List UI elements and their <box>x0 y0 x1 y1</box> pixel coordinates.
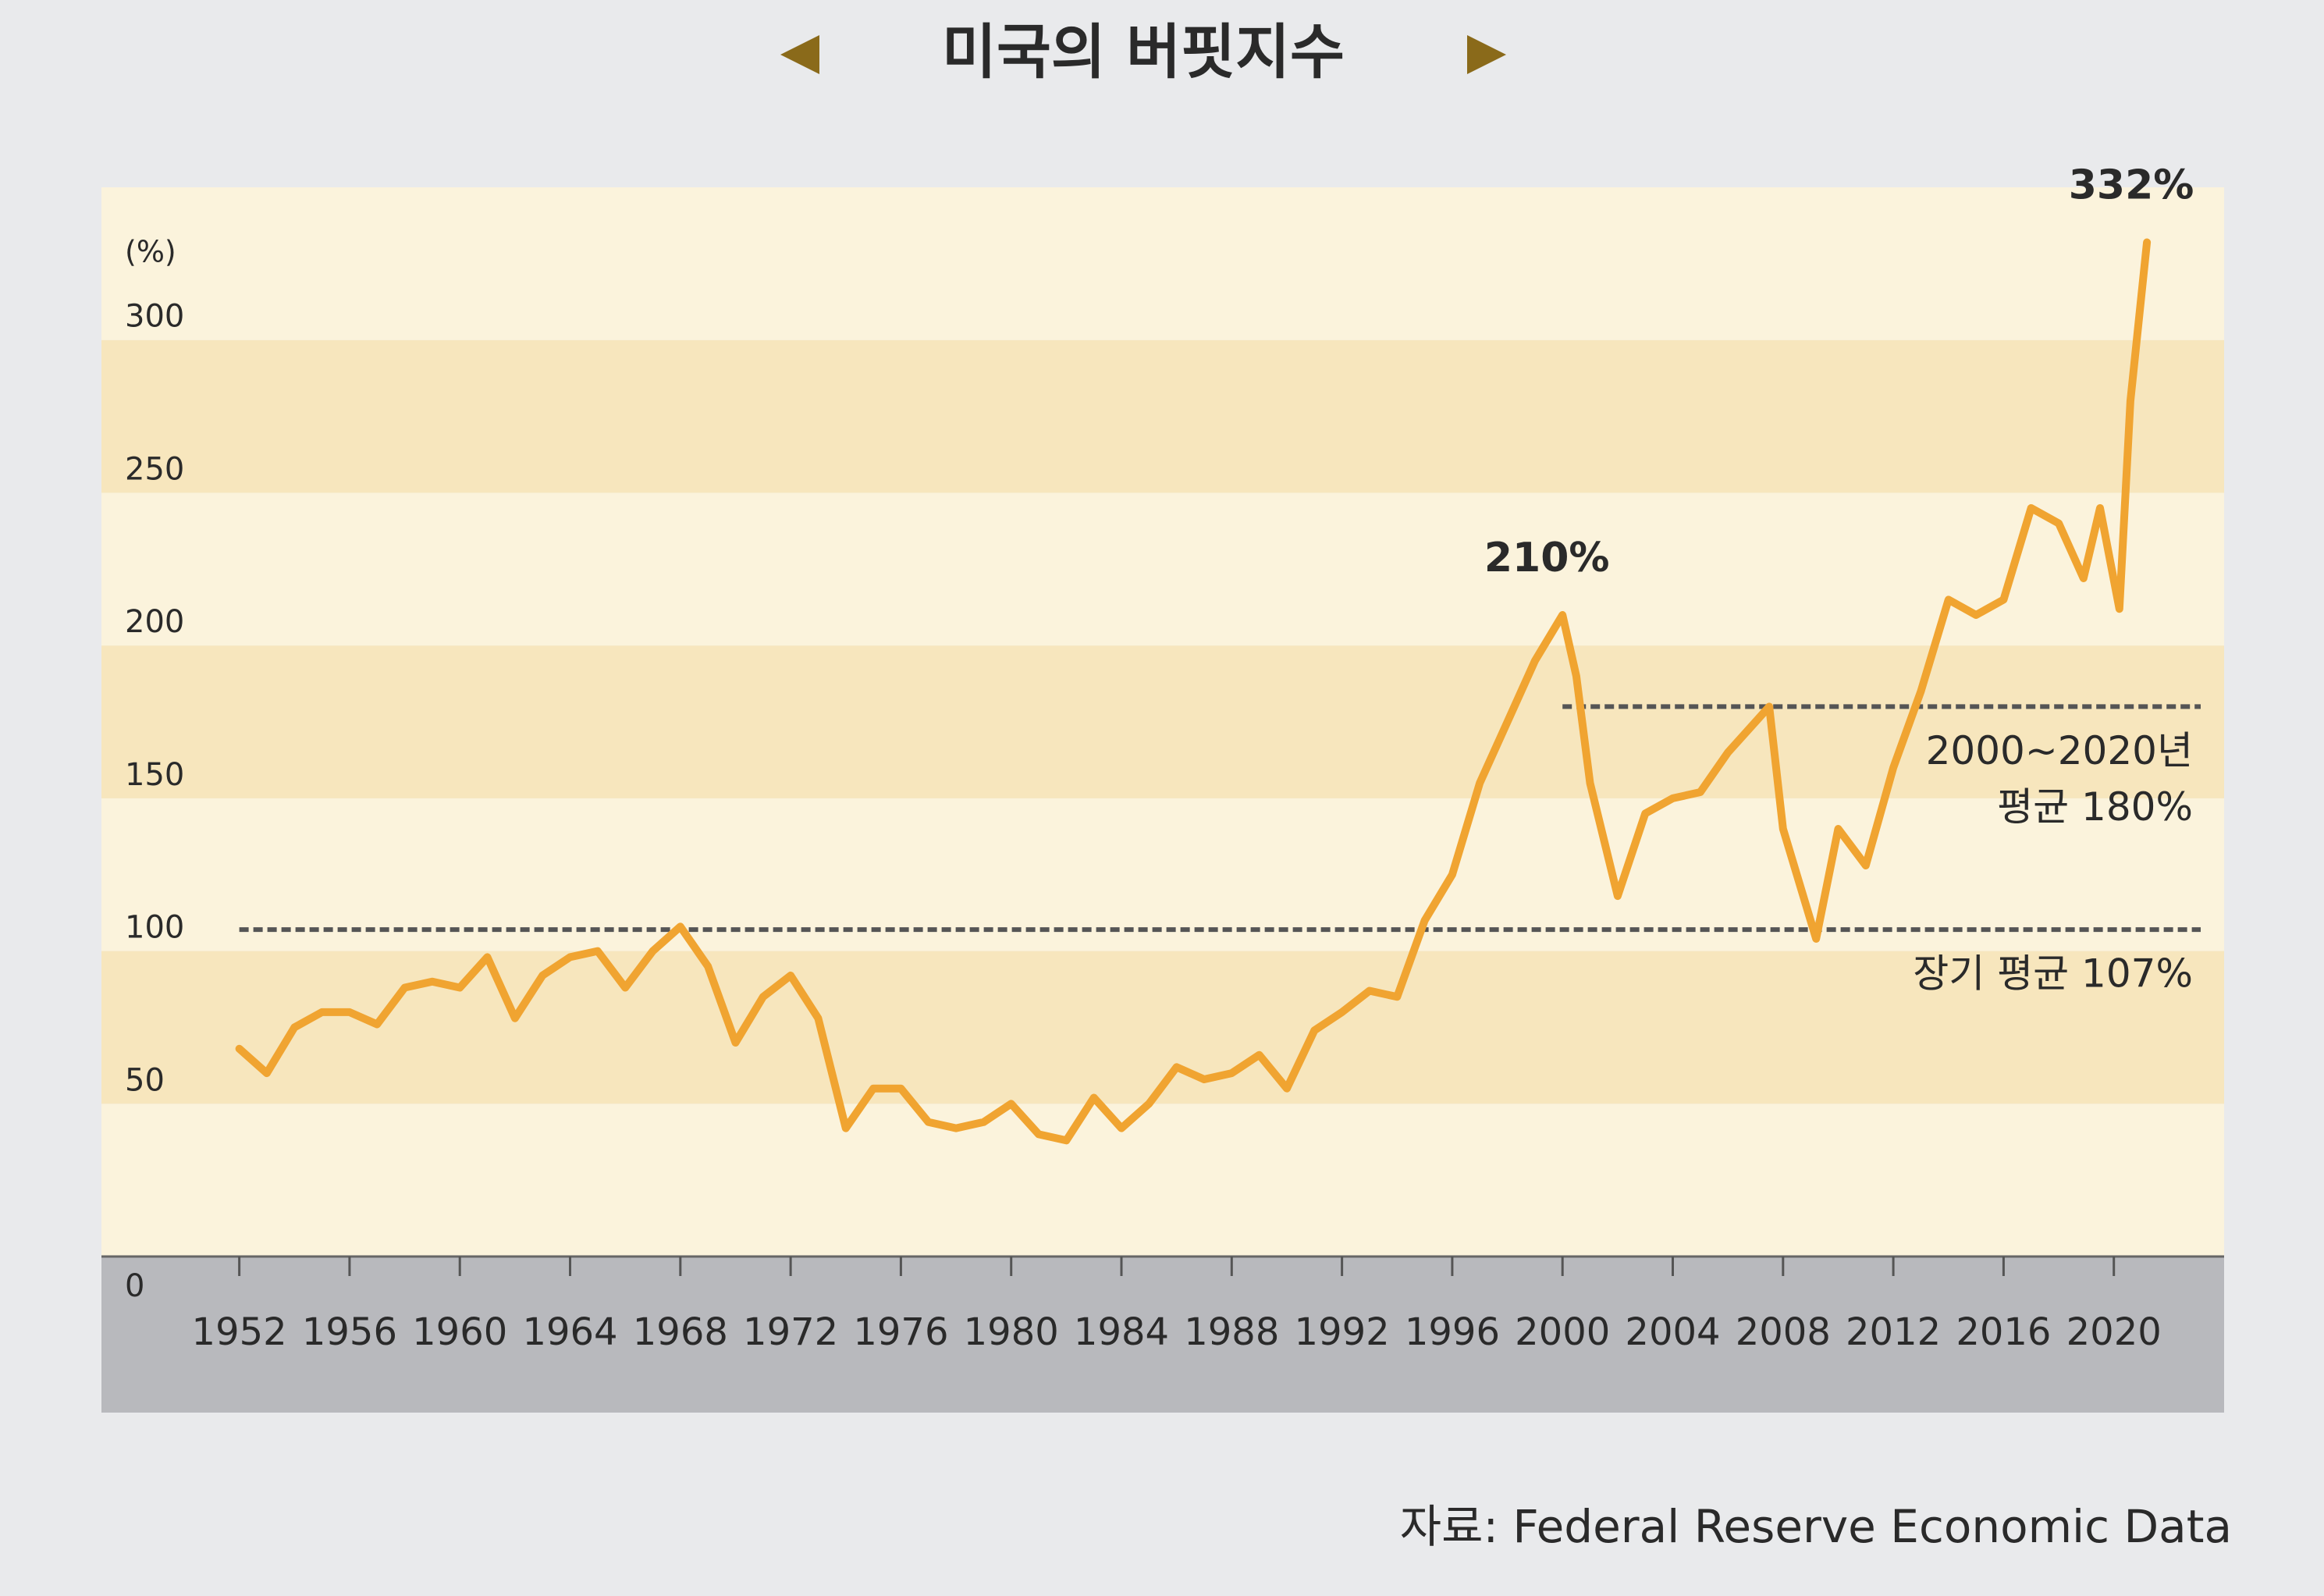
x-axis-band <box>101 1257 2224 1413</box>
grid-band <box>101 492 2224 646</box>
x-tick-label: 1984 <box>1074 1310 1169 1354</box>
x-tick-label: 1956 <box>302 1310 397 1354</box>
x-tick-label: 1972 <box>743 1310 838 1354</box>
chart-title: 미국의 버핏지수 <box>942 17 1345 87</box>
x-tick-label: 1996 <box>1405 1310 1500 1354</box>
x-tick-label: 2000 <box>1515 1310 1610 1354</box>
x-tick-label: 2004 <box>1625 1310 1720 1354</box>
reference-label: 평균 180% <box>1997 784 2193 830</box>
x-tick-label: 2016 <box>1956 1310 2051 1354</box>
grid-band <box>101 339 2224 493</box>
value-label: 210% <box>1484 535 1610 581</box>
value-label: 332% <box>2069 162 2194 208</box>
title-arrow-right <box>1467 35 1506 74</box>
x-tick-label: 1992 <box>1295 1310 1390 1354</box>
y-tick-label: 50 <box>125 1062 165 1098</box>
data-line <box>235 238 2152 1145</box>
x-tick-label: 1960 <box>412 1310 507 1354</box>
x-tick-label: 2020 <box>2066 1310 2162 1354</box>
reference-label: 장기 평균 107% <box>1913 951 2193 997</box>
x-tick-label: 2008 <box>1736 1310 1831 1354</box>
reference-label: 2000~2020년 <box>1926 728 2193 773</box>
y-tick-label: 0 <box>125 1268 144 1304</box>
y-axis-label: (%) <box>125 235 176 269</box>
grid-band <box>101 951 2224 1104</box>
grid-band <box>101 645 2224 798</box>
title-arrow-left <box>780 35 819 74</box>
y-tick-label: 200 <box>125 604 184 640</box>
grid-band <box>101 187 2224 340</box>
x-tick-label: 1952 <box>192 1310 287 1354</box>
x-tick-label: 1968 <box>633 1310 728 1354</box>
y-tick-label: 150 <box>125 757 184 793</box>
y-tick-label: 300 <box>125 299 184 335</box>
x-tick-label: 1980 <box>964 1310 1059 1354</box>
source-note: 자료: Federal Reserve Economic Data <box>1400 1500 2232 1553</box>
x-tick-label: 1976 <box>853 1310 948 1354</box>
grid-band <box>101 1104 2224 1257</box>
y-tick-label: 250 <box>125 451 184 487</box>
x-tick-label: 2012 <box>1846 1310 1941 1354</box>
x-tick-label: 1988 <box>1184 1310 1279 1354</box>
y-tick-label: 100 <box>125 910 184 946</box>
grid-band <box>101 798 2224 951</box>
x-tick-label: 1964 <box>522 1310 617 1354</box>
